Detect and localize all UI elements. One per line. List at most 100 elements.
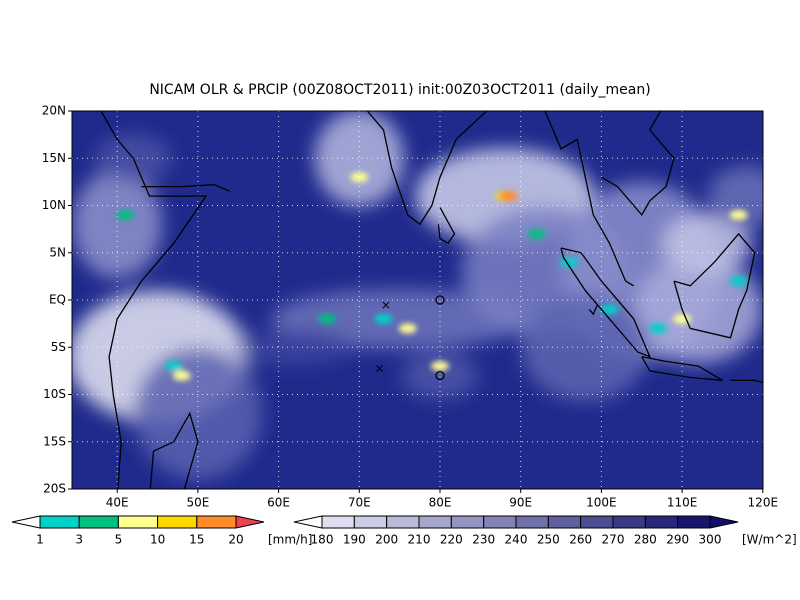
colorbar-box <box>515 515 549 529</box>
title: NICAM OLR & PRCIP (00Z08OCT2011) init:00… <box>149 82 650 98</box>
precip-cell <box>398 323 417 334</box>
colorbar-box <box>547 515 582 529</box>
colorbar-end <box>293 515 323 529</box>
colorbar-label: 290 <box>666 533 689 547</box>
coastline <box>673 232 756 339</box>
colorbar-label: 20 <box>228 533 243 547</box>
coastline <box>366 111 635 287</box>
colorbar-label: 1 <box>36 533 44 547</box>
cloud <box>237 329 353 366</box>
colorbar-unit: [W/m^2] <box>742 533 797 547</box>
colorbar-label: 300 <box>699 533 722 547</box>
lat-label: 15N <box>42 151 66 165</box>
marker <box>435 295 445 305</box>
colorbar-box <box>450 515 485 529</box>
precip-cell <box>729 209 748 220</box>
cloud <box>271 288 528 349</box>
colorbar-label: 240 <box>505 533 528 547</box>
cloud <box>314 111 405 207</box>
precip-cell <box>172 370 191 381</box>
lon-label: 50E <box>186 496 209 510</box>
colorbar-box <box>39 515 80 529</box>
precip-cell <box>164 361 183 372</box>
colorbar-label: 10 <box>150 533 165 547</box>
precip-cell <box>600 304 619 315</box>
colorbar-box <box>78 515 119 529</box>
colorbar-box <box>321 515 355 529</box>
lon-label: 120E <box>748 496 779 510</box>
cloud <box>401 351 479 400</box>
lat-label: 10N <box>42 198 66 212</box>
lat-label: 15S <box>43 434 66 448</box>
lon-label: 80E <box>429 496 452 510</box>
colorbar-box <box>196 515 237 529</box>
colorbar-box <box>117 515 159 529</box>
coastline <box>641 356 723 381</box>
colorbar-box <box>580 515 614 529</box>
lat-label: 20N <box>42 104 66 118</box>
cloud <box>661 213 752 274</box>
lat-label: 5S <box>51 340 66 354</box>
colorbar-label: 210 <box>408 533 431 547</box>
coastline <box>730 379 763 384</box>
colorbar-end <box>235 515 265 529</box>
marker <box>435 370 445 381</box>
colorbar-unit: [mm/h] <box>268 533 312 547</box>
coastline <box>100 111 208 489</box>
precip-cell <box>350 172 369 183</box>
lat-label: EQ <box>49 293 66 307</box>
lon-label: 40E <box>106 496 129 510</box>
colorbar-box <box>612 515 646 529</box>
colorbar-label: 190 <box>343 533 366 547</box>
colorbar-label: 280 <box>634 533 657 547</box>
lon-label: 90E <box>509 496 532 510</box>
lon-label: 60E <box>267 496 290 510</box>
coastline <box>588 304 598 316</box>
cloud <box>133 347 262 480</box>
precip-cell <box>648 323 667 334</box>
colorbar-label: 3 <box>75 533 83 547</box>
colorbar-box <box>677 515 711 529</box>
colorbar-box <box>483 515 517 529</box>
precip-cell <box>527 228 546 239</box>
colorbar-label: 250 <box>537 533 560 547</box>
colorbar-box <box>418 515 452 529</box>
colorbar-box <box>644 515 679 529</box>
lon-label: 110E <box>667 496 698 510</box>
coastline <box>149 411 199 489</box>
precip-cell <box>318 313 337 324</box>
lat-label: 20S <box>43 482 66 496</box>
lon-label: 70E <box>348 496 371 510</box>
marker: × <box>381 298 391 312</box>
lon-label: 100E <box>586 496 617 510</box>
cloud <box>708 166 763 227</box>
precip-cell <box>374 313 393 324</box>
coastline <box>141 184 231 192</box>
colorbar-label: 220 <box>440 533 463 547</box>
precip-cell <box>673 313 692 324</box>
colorbar-label: 200 <box>375 533 398 547</box>
colorbar-end <box>11 515 41 529</box>
colorbar-end <box>709 515 739 529</box>
colorbar-label: 260 <box>569 533 592 547</box>
colorbar-box <box>386 515 420 529</box>
coastline <box>762 290 763 353</box>
cloud <box>521 293 650 402</box>
lat-label: 5N <box>49 245 66 259</box>
cloud <box>72 170 162 279</box>
colorbar-label: 230 <box>472 533 495 547</box>
colorbar-label: 180 <box>311 533 334 547</box>
coastline <box>437 207 456 245</box>
colorbar-box <box>353 515 388 529</box>
coastline <box>560 247 652 358</box>
precip-cell <box>499 191 518 202</box>
colorbar-label: 15 <box>189 533 204 547</box>
marker: × <box>374 361 384 375</box>
colorbar-label: 5 <box>115 533 123 547</box>
precip-cell <box>729 276 748 287</box>
coastline <box>601 111 675 217</box>
precip-cell <box>116 209 135 220</box>
lat-label: 10S <box>43 387 66 401</box>
colorbar-box <box>157 515 198 529</box>
